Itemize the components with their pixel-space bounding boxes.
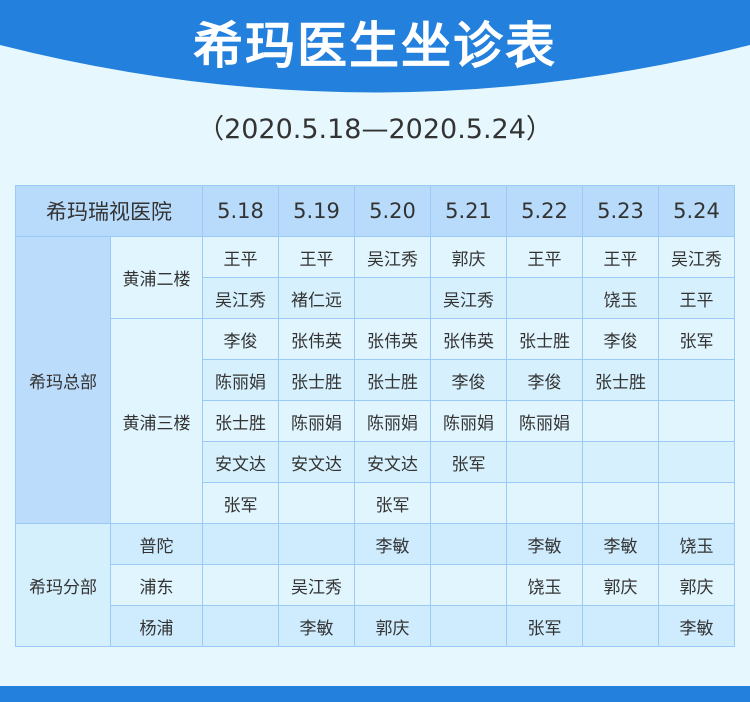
doctor-cell: 吴江秀 — [202, 277, 279, 319]
doctor-cell: 张伟英 — [430, 318, 507, 360]
doctor-cell — [430, 523, 507, 565]
doctor-cell: 李敏 — [582, 523, 659, 565]
doctor-cell — [354, 564, 431, 606]
location-sub: 黄浦二楼 — [110, 236, 203, 319]
table-row: 浦东 吴江秀 饶玉 郭庆 郭庆 — [16, 564, 735, 606]
doctor-cell — [582, 482, 659, 524]
doctor-cell — [278, 482, 355, 524]
doctor-cell: 张军 — [354, 482, 431, 524]
doctor-cell: 张伟英 — [354, 318, 431, 360]
doctor-cell — [582, 400, 659, 442]
doctor-cell: 王平 — [658, 277, 735, 319]
location-group: 希玛总部 — [15, 236, 111, 524]
location-sub: 黄浦三楼 — [110, 318, 203, 524]
schedule-table: 希玛瑞视医院 5.18 5.19 5.20 5.21 5.22 5.23 5.24 希玛总部 黄浦… — [15, 185, 735, 647]
table-row: 张士胜 陈丽娟 陈丽娟 陈丽娟 陈丽娟 — [16, 400, 735, 442]
doctor-cell: 陈丽娟 — [202, 359, 279, 401]
doctor-cell — [582, 441, 659, 483]
doctor-cell: 张士胜 — [506, 318, 583, 360]
doctor-cell: 安文达 — [202, 441, 279, 483]
doctor-cell: 郭庆 — [658, 564, 735, 606]
doctor-cell: 郭庆 — [430, 236, 507, 278]
doctor-cell: 饶玉 — [582, 277, 659, 319]
doctor-cell: 李敏 — [658, 605, 735, 647]
doctor-cell — [202, 605, 279, 647]
date-header: 5.20 — [354, 185, 431, 237]
table-row: 安文达 安文达 安文达 张军 — [16, 441, 735, 483]
doctor-cell — [658, 359, 735, 401]
doctor-cell: 张士胜 — [278, 359, 355, 401]
doctor-cell — [658, 482, 735, 524]
doctor-cell — [430, 482, 507, 524]
doctor-cell: 郭庆 — [354, 605, 431, 647]
doctor-cell: 张士胜 — [582, 359, 659, 401]
doctor-cell — [506, 277, 583, 319]
doctor-cell: 张士胜 — [202, 400, 279, 442]
date-header: 5.21 — [430, 185, 507, 237]
doctor-cell — [658, 441, 735, 483]
location-group: 希玛分部 — [15, 523, 111, 647]
table-row: 希玛总部 黄浦二楼 王平 王平 吴江秀 郭庆 王平 王平 吴江秀 — [15, 236, 735, 524]
doctor-cell: 吴江秀 — [658, 236, 735, 278]
title-banner — [0, 0, 750, 93]
doctor-cell: 郭庆 — [582, 564, 659, 606]
doctor-cell: 张军 — [658, 318, 735, 360]
doctor-cell: 李俊 — [582, 318, 659, 360]
doctor-cell — [430, 564, 507, 606]
doctor-cell — [658, 400, 735, 442]
date-header: 5.24 — [658, 185, 735, 237]
table-row: 希玛分部 普陀 李敏 李敏 李敏 饶玉 — [15, 523, 735, 647]
doctor-cell — [202, 564, 279, 606]
doctor-cell: 褚仁远 — [278, 277, 355, 319]
doctor-cell: 安文达 — [278, 441, 355, 483]
doctor-cell: 李敏 — [506, 523, 583, 565]
doctor-cell — [278, 523, 355, 565]
doctor-cell: 吴江秀 — [430, 277, 507, 319]
location-sub: 浦东 — [110, 564, 203, 606]
doctor-cell: 王平 — [506, 236, 583, 278]
doctor-cell: 李俊 — [430, 359, 507, 401]
hospital-name-header: 希玛瑞视医院 — [15, 185, 203, 237]
doctor-cell: 张士胜 — [354, 359, 431, 401]
table-row: 黄浦三楼 李俊 张伟英 张伟英 张伟英 张士胜 李俊 张军 — [16, 318, 735, 524]
doctor-cell: 王平 — [582, 236, 659, 278]
page-title: 希玛医生坐诊表 — [193, 17, 557, 75]
header-row: 希玛瑞视医院 5.18 5.19 5.20 5.21 5.22 5.23 5.24 — [15, 185, 735, 237]
doctor-cell — [582, 605, 659, 647]
date-header: 5.18 — [202, 185, 279, 237]
doctor-cell — [506, 441, 583, 483]
doctor-cell: 张军 — [202, 482, 279, 524]
doctor-cell: 王平 — [202, 236, 279, 278]
doctor-cell: 饶玉 — [658, 523, 735, 565]
doctor-cell: 陈丽娟 — [506, 400, 583, 442]
location-sub: 普陀 — [110, 523, 203, 565]
doctor-cell — [506, 482, 583, 524]
doctor-cell: 李敏 — [278, 605, 355, 647]
doctor-cell: 张伟英 — [278, 318, 355, 360]
doctor-cell: 陈丽娟 — [354, 400, 431, 442]
doctor-cell — [430, 605, 507, 647]
doctor-cell: 吴江秀 — [354, 236, 431, 278]
doctor-cell: 王平 — [278, 236, 355, 278]
table-row: 吴江秀 褚仁远 吴江秀 饶玉 王平 — [16, 277, 735, 319]
date-range: （2020.5.18—2020.5.24） — [197, 114, 553, 145]
doctor-cell — [354, 277, 431, 319]
location-sub: 杨浦 — [110, 605, 203, 647]
doctor-cell: 吴江秀 — [278, 564, 355, 606]
doctor-cell: 陈丽娟 — [278, 400, 355, 442]
table-row: 杨浦 李敏 郭庆 张军 李敏 — [16, 605, 735, 647]
doctor-cell: 李俊 — [506, 359, 583, 401]
doctor-cell: 张军 — [506, 605, 583, 647]
doctor-cell: 安文达 — [354, 441, 431, 483]
doctor-cell: 李俊 — [202, 318, 279, 360]
doctor-cell: 李敏 — [354, 523, 431, 565]
doctor-cell — [202, 523, 279, 565]
doctor-cell: 饶玉 — [506, 564, 583, 606]
doctor-cell: 陈丽娟 — [430, 400, 507, 442]
date-header: 5.23 — [582, 185, 659, 237]
date-header: 5.19 — [278, 185, 355, 237]
doctor-cell: 张军 — [430, 441, 507, 483]
date-header: 5.22 — [506, 185, 583, 237]
footer-bar — [0, 686, 750, 702]
